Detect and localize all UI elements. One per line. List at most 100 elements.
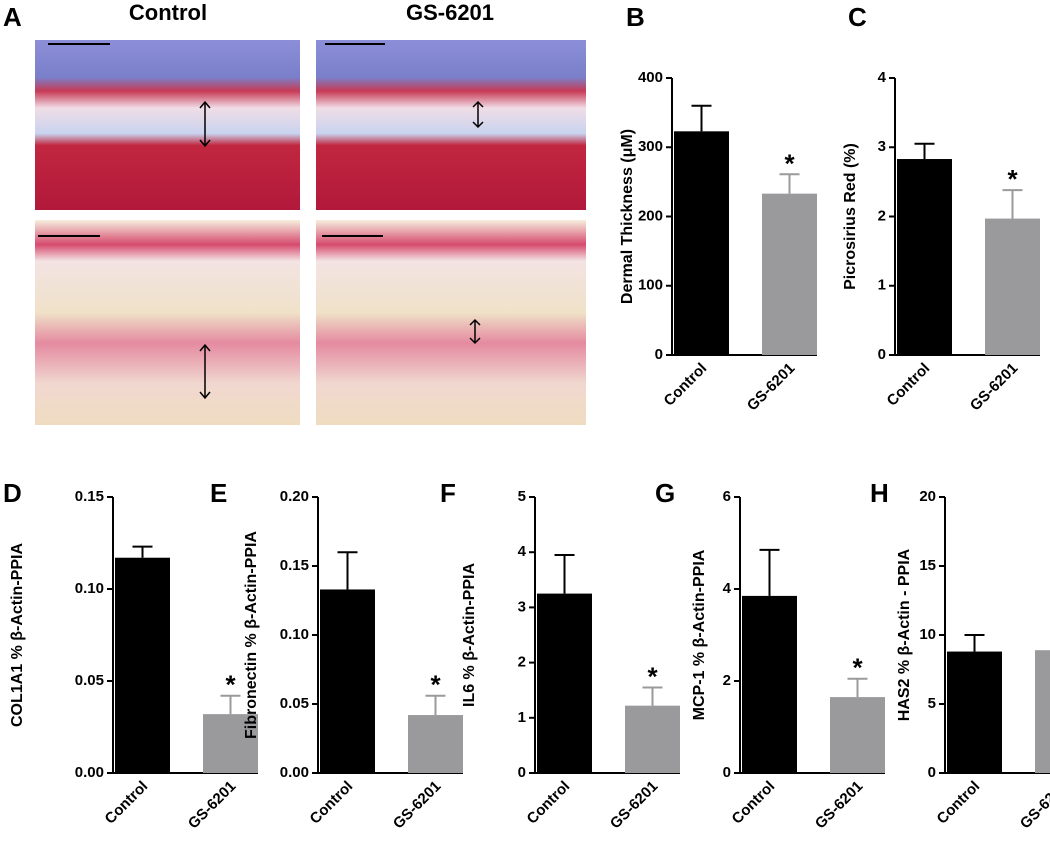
y-axis-label: Fibronectin % β-Actin-PPIA — [243, 531, 260, 739]
y-tick-label: 1 — [518, 709, 526, 726]
picrosirius-gs6201 — [316, 220, 586, 425]
y-tick-label: 10 — [919, 626, 936, 643]
y-tick-label: 2 — [518, 654, 526, 671]
y-tick-label: 0 — [878, 346, 886, 363]
bar — [762, 193, 817, 355]
y-tick-label: 15 — [919, 557, 936, 574]
x-tick-label: Control — [307, 778, 357, 828]
significance: * — [225, 670, 236, 700]
bar — [947, 651, 1002, 773]
y-tick-label: 0.00 — [280, 764, 309, 781]
picrosirius-control — [35, 220, 300, 425]
y-tick-label: 20 — [919, 488, 936, 505]
x-tick-label: GS-6201 — [744, 360, 798, 414]
y-tick-label: 0.15 — [75, 488, 104, 505]
y-tick-label: 0 — [655, 346, 663, 363]
y-tick-label: 0.05 — [75, 672, 104, 689]
x-tick-label: GS-6201 — [967, 360, 1021, 414]
y-tick-label: 0.00 — [75, 764, 104, 781]
panel-label: E — [210, 478, 227, 508]
panel-label: A — [3, 2, 22, 32]
panel-label: F — [440, 478, 456, 508]
y-tick-label: 5 — [928, 695, 936, 712]
y-axis-label: HAS2 % β-Actin - PPIA — [896, 548, 913, 721]
y-tick-label: 1 — [878, 277, 886, 294]
bar — [320, 589, 375, 773]
y-tick-label: 0.20 — [280, 488, 309, 505]
bar — [203, 714, 258, 773]
y-axis-label: Picrosirius Red (%) — [842, 143, 859, 290]
bar — [674, 131, 729, 355]
bar — [115, 557, 170, 773]
y-axis-label: COL1A1 % β-Actin-PPIA — [9, 543, 26, 727]
bar-chart: H HAS2 % β-Actin - PPIA 0 5 10 15 20 Control GS-… — [870, 478, 1050, 832]
y-tick-label: 3 — [878, 138, 886, 155]
y-tick-label: 0.05 — [280, 695, 309, 712]
column-title: Control — [129, 0, 207, 25]
bar — [537, 593, 592, 773]
y-tick-label: 4 — [878, 69, 887, 86]
x-tick-label: Control — [884, 360, 934, 410]
y-tick-label: 0 — [928, 764, 936, 781]
bar-chart: B Dermal Thickness (μM) 0 100 200 300 400 Contr… — [619, 2, 817, 414]
bar — [897, 159, 952, 355]
significance: * — [784, 148, 795, 178]
y-tick-label: 0.15 — [280, 557, 309, 574]
bar-chart: C Picrosirius Red (%) 0 1 2 3 4 Control * GS-6201 — [842, 2, 1040, 414]
y-tick-label: 0 — [723, 764, 731, 781]
panel-label: H — [870, 478, 889, 508]
panel-label: B — [626, 2, 645, 32]
significance: * — [1007, 164, 1018, 194]
x-tick-label: GS-6201 — [607, 778, 661, 832]
x-tick-label: Control — [102, 778, 152, 828]
x-tick-label: GS-6201 — [390, 778, 444, 832]
y-tick-label: 400 — [638, 69, 663, 86]
bar-chart: F IL6 % β-Actin-PPIA 0 1 2 3 4 5 Control * GS-6201 — [440, 478, 680, 832]
y-tick-label: 3 — [518, 598, 526, 615]
y-tick-label: 0.10 — [75, 580, 104, 597]
panel-label: C — [848, 2, 867, 32]
x-tick-label: GS-6201 — [185, 778, 239, 832]
panel-label: D — [3, 478, 22, 508]
y-tick-label: 4 — [723, 580, 732, 597]
bar — [408, 715, 463, 773]
bar — [830, 697, 885, 773]
x-tick-label: Control — [524, 778, 574, 828]
significance: * — [852, 653, 863, 683]
x-tick-label: Control — [934, 778, 984, 828]
y-tick-label: 100 — [638, 277, 663, 294]
y-tick-label: 6 — [723, 488, 731, 505]
x-tick-label: Control — [661, 360, 711, 410]
y-tick-label: 0.10 — [280, 626, 309, 643]
bar — [985, 218, 1040, 355]
bar-chart: E Fibronectin % β-Actin-PPIA 0.00 0.05 0.10 0… — [210, 478, 463, 832]
trichrome-control — [35, 40, 300, 210]
y-tick-label: 0 — [518, 764, 526, 781]
bar — [742, 595, 797, 773]
micrographs: A Control GS-6201 — [3, 0, 586, 425]
bar-chart: D COL1A1 % β-Actin-PPIA 0.00 0.05 0.10 0.15 Co… — [3, 478, 258, 832]
y-tick-label: 2 — [878, 207, 886, 224]
significance: * — [647, 661, 658, 691]
panel-label: G — [655, 478, 675, 508]
x-tick-label: GS-6201 — [812, 778, 866, 832]
x-tick-label: Control — [729, 778, 779, 828]
scale-bars — [38, 43, 385, 237]
arrows — [199, 100, 484, 400]
y-axis-label: IL6 % β-Actin-PPIA — [461, 563, 478, 707]
x-tick-label: GS-6201 — [1017, 778, 1050, 832]
bar — [625, 705, 680, 773]
significance: * — [430, 670, 441, 700]
bar-chart: G MCP-1 % β-Actin-PPIA 0 2 4 6 Control * GS-6201 — [655, 478, 885, 832]
y-tick-label: 2 — [723, 672, 731, 689]
y-tick-label: 200 — [638, 207, 663, 224]
bar — [1035, 650, 1050, 773]
y-tick-label: 5 — [518, 488, 526, 505]
column-title: GS-6201 — [406, 0, 494, 25]
y-tick-label: 4 — [518, 543, 527, 560]
y-axis-label: MCP-1 % β-Actin-PPIA — [691, 549, 708, 720]
y-axis-label: Dermal Thickness (μM) — [619, 129, 636, 304]
y-tick-label: 300 — [638, 138, 663, 155]
trichrome-gs6201 — [316, 40, 586, 210]
